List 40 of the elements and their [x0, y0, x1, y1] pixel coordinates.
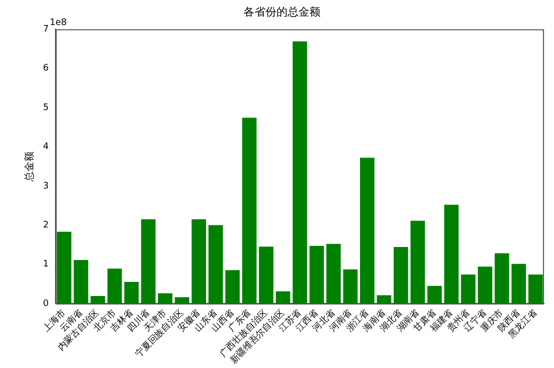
bar [90, 296, 106, 304]
bar [292, 41, 308, 304]
bar [56, 232, 72, 304]
y-tick-label: 5 [42, 102, 49, 113]
chart-title: 各省份的总金额 [244, 5, 320, 18]
bar [208, 225, 223, 304]
bar [494, 253, 510, 304]
bar [242, 118, 257, 304]
bar [192, 219, 206, 304]
y-tick-label: 6 [42, 64, 49, 74]
bar [376, 295, 392, 304]
bar [276, 291, 290, 304]
y-axis-title: 总金额 [24, 151, 36, 182]
y-tick-label: 3 [42, 181, 49, 192]
bar [343, 269, 358, 304]
bar [258, 246, 274, 304]
bar [74, 260, 88, 304]
y-tick-label: 0 [42, 298, 49, 309]
bar [174, 297, 190, 304]
bar [478, 266, 492, 304]
bar [528, 274, 543, 304]
bar [310, 246, 324, 304]
bar [158, 293, 172, 304]
bar [107, 268, 122, 304]
bar [444, 204, 459, 304]
text: 1e8 [50, 18, 67, 28]
y-tick-label: 4 [42, 142, 49, 152]
bar [512, 264, 526, 304]
bar [394, 247, 408, 304]
y-tick-label: 7 [42, 24, 49, 35]
y-tick-label: 1 [42, 260, 49, 270]
bar [360, 158, 374, 304]
bar [326, 244, 341, 304]
bar [410, 220, 425, 304]
bar [427, 286, 442, 304]
y-tick-label: 2 [42, 220, 49, 230]
bar [124, 282, 139, 304]
bar [225, 270, 240, 304]
bar [141, 219, 156, 304]
bar [461, 274, 476, 304]
